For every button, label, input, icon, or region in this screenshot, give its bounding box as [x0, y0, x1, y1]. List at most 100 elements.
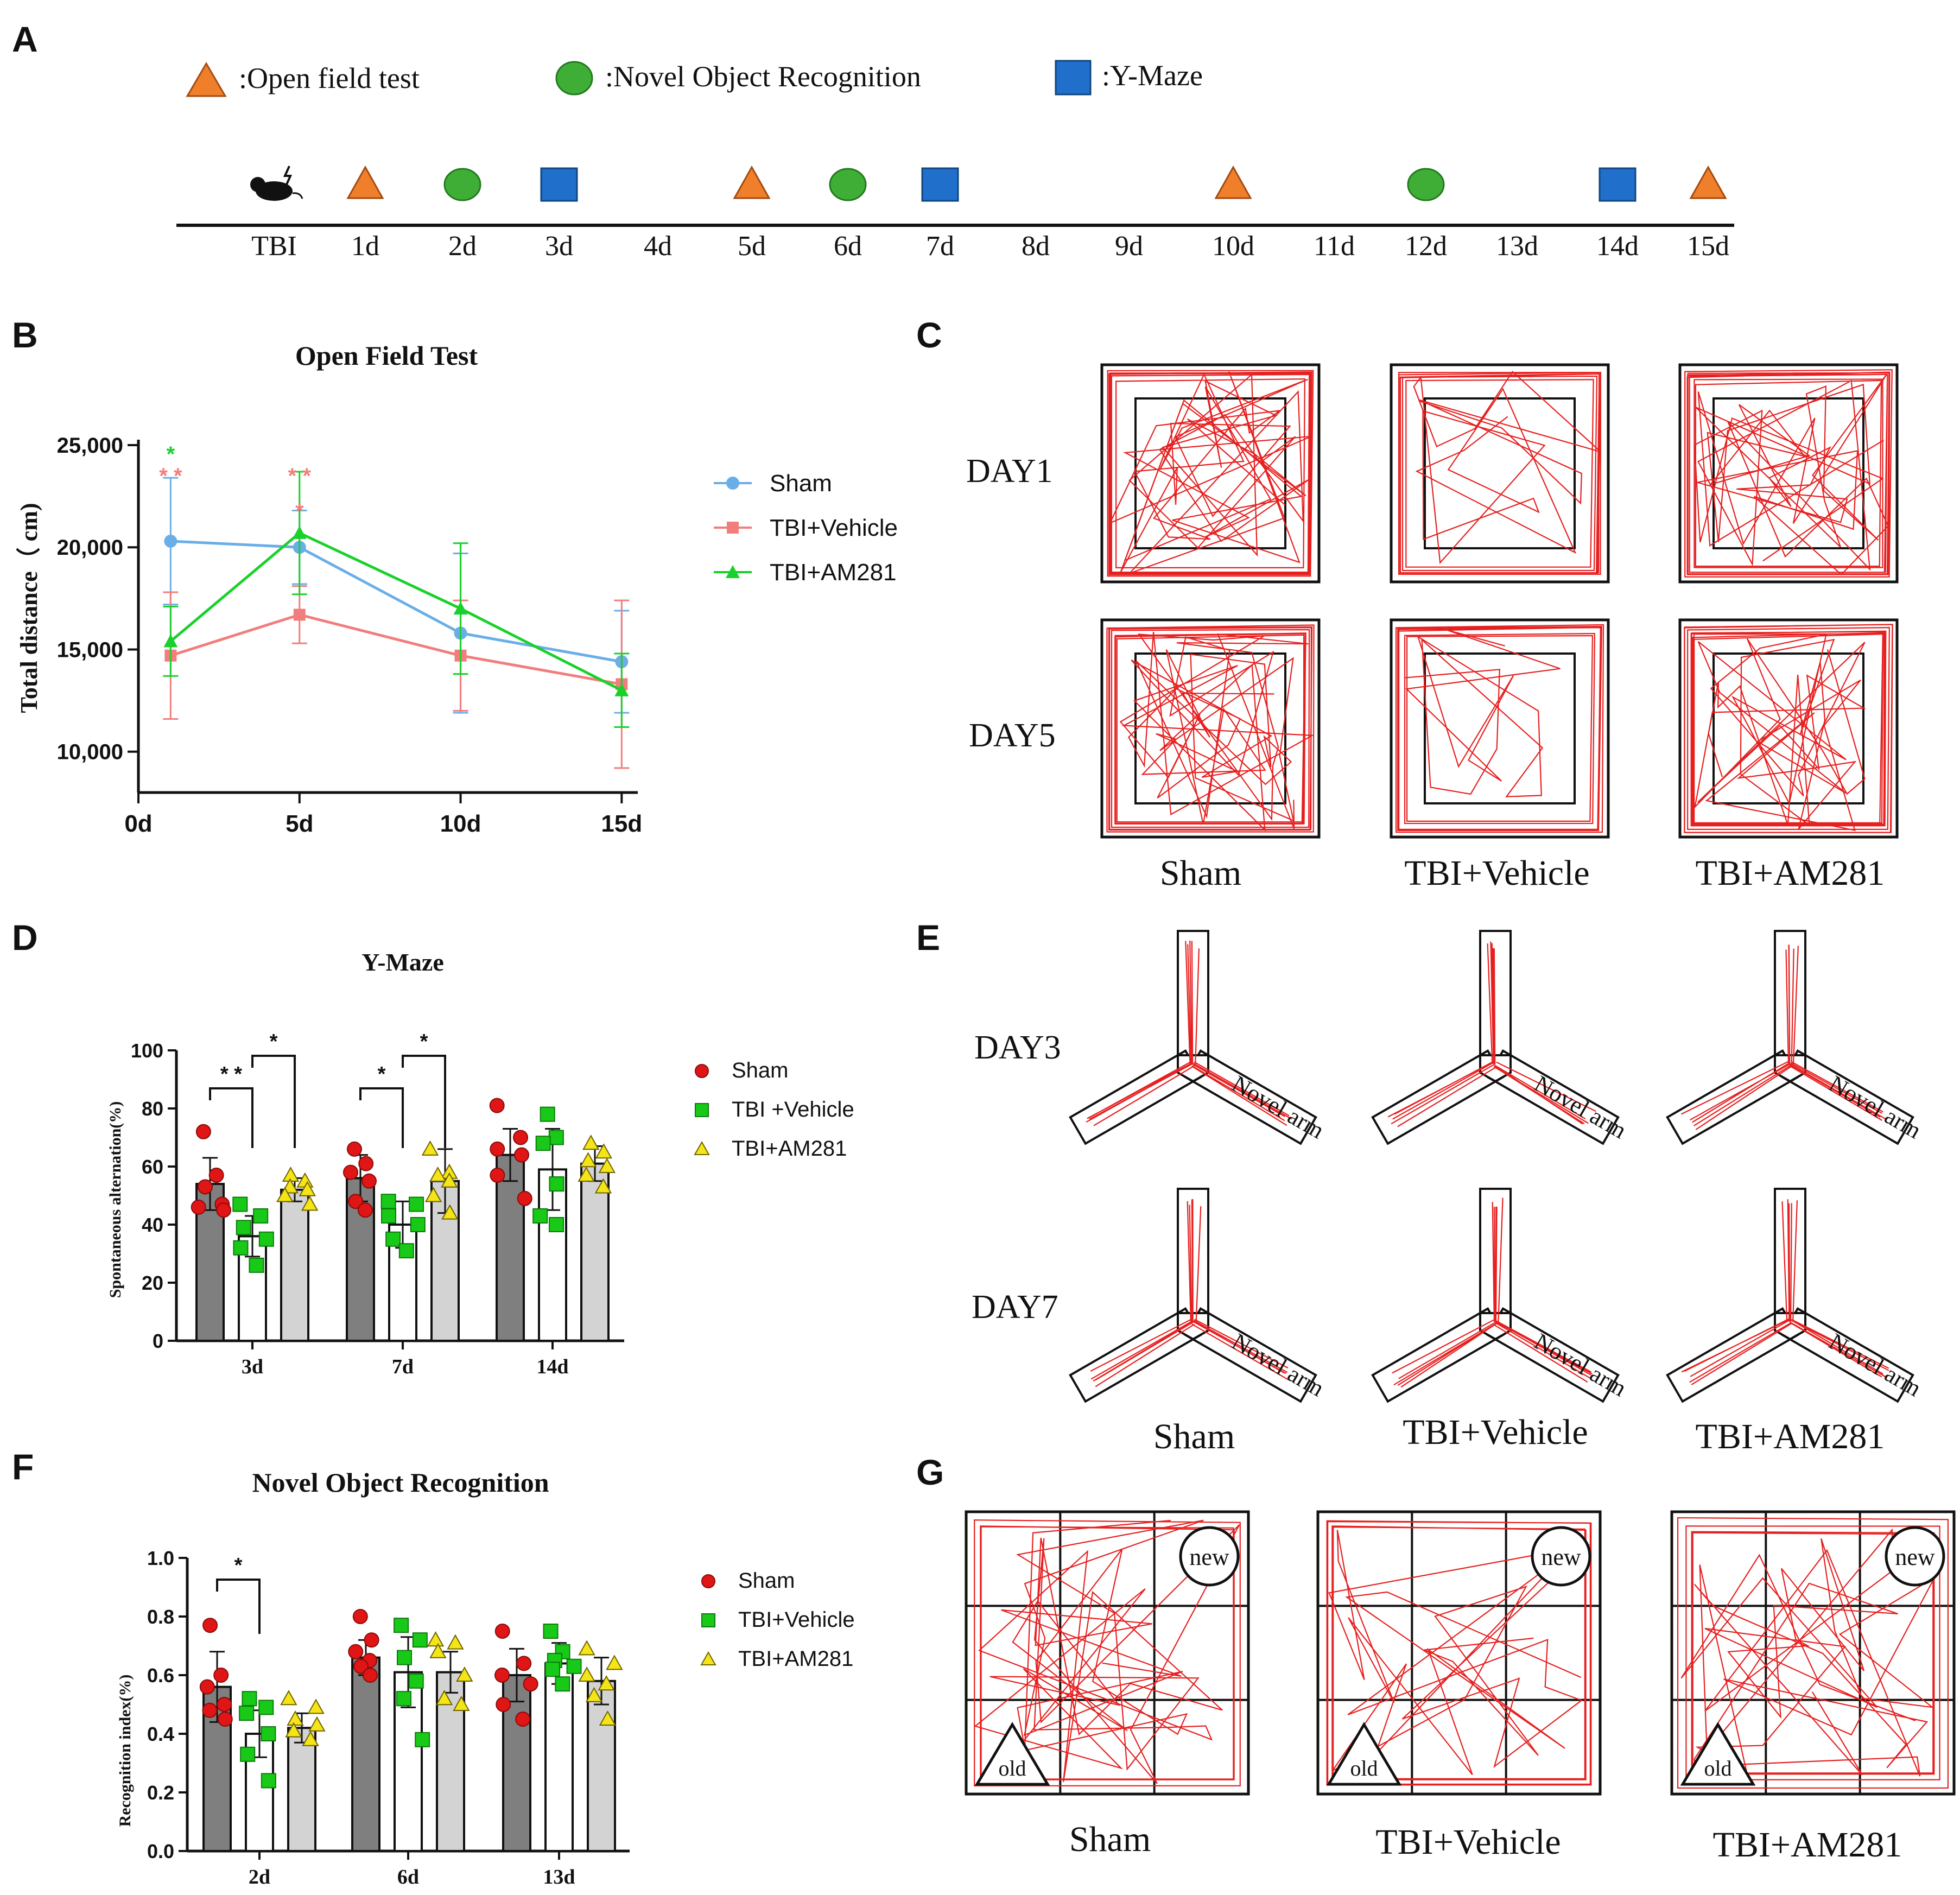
significance-label: * *: [220, 1063, 242, 1086]
data-point: [397, 1650, 413, 1665]
old-object-label: old: [1350, 1756, 1378, 1780]
panel-c: DAY1 DAY5 Sham TBI+Vehicle TBI+AM281: [966, 363, 1899, 893]
x-tick-label: 3d: [242, 1355, 263, 1378]
bar: [287, 1727, 316, 1852]
data-point: [242, 1691, 257, 1707]
significance-label: *: [420, 1030, 428, 1053]
chart-b-significance-mark: *: [295, 499, 304, 523]
timeline-tick-label: 5d: [738, 231, 766, 262]
nor-movement-track: [1677, 1517, 1949, 1789]
chart-b-point: [614, 683, 629, 696]
panel-e-group-sham: Sham: [1153, 1417, 1235, 1456]
timeline-square-icon: [540, 167, 578, 202]
data-point: [385, 1231, 401, 1247]
panel-g-group-am281: TBI+AM281: [1713, 1825, 1902, 1865]
legend-label: TBI +Vehicle: [732, 1098, 854, 1121]
significance-bracket: [359, 1087, 404, 1148]
data-point: [348, 1644, 364, 1659]
y-tick-label: 0.2: [147, 1782, 174, 1804]
x-tick-label: 7d: [392, 1355, 414, 1378]
data-point: [489, 1098, 505, 1113]
data-point: [191, 1199, 206, 1215]
legend-nor-label: :Novel Object Recognition: [605, 60, 921, 93]
timeline-tick-label: 12d: [1405, 231, 1447, 262]
panel-label-a: A: [12, 19, 38, 59]
data-point: [566, 1658, 582, 1674]
timeline-circle-icon: [443, 168, 481, 201]
y-maze-track: [1086, 940, 1292, 1126]
legend-b-marker: [726, 565, 740, 578]
timeline-tick-label: 9d: [1115, 231, 1143, 262]
data-point: [532, 1208, 548, 1224]
open-field-arena: [1678, 363, 1899, 584]
chart-f-ylabel: Recognition index(%): [116, 1675, 134, 1827]
panel-e-row-day3: DAY3: [974, 1029, 1061, 1066]
bar: [351, 1656, 380, 1853]
data-point: [239, 1706, 255, 1721]
data-point: [361, 1173, 377, 1189]
data-point: [594, 1178, 612, 1194]
arena-center-zone: [1424, 652, 1576, 804]
data-point: [548, 1130, 564, 1145]
data-point: [202, 1618, 218, 1633]
y-tick-label: 80: [142, 1098, 163, 1120]
data-point: [578, 1666, 595, 1682]
y-maze-track: [1680, 945, 1887, 1130]
timeline-tick-label: 6d: [834, 231, 862, 262]
data-point: [380, 1194, 396, 1209]
chart-b-point: [453, 601, 468, 615]
movement-track: [1684, 624, 1893, 833]
data-point: [424, 1187, 442, 1202]
data-point: [258, 1700, 274, 1715]
chart-b-series-line: [169, 531, 623, 692]
timeline-tick-label: 10d: [1212, 231, 1254, 262]
panel-c-row-day5: DAY5: [969, 717, 1056, 754]
chart-b-x-tick-label: 15d: [601, 810, 642, 837]
data-point: [540, 1106, 555, 1122]
legend-label: TBI+Vehicle: [738, 1608, 855, 1632]
data-point: [301, 1195, 319, 1211]
data-point: [535, 1136, 551, 1151]
chart-b-series-line: [170, 613, 622, 686]
data-point: [380, 1208, 396, 1224]
chart-d-title: Y-Maze: [361, 948, 444, 976]
timeline-tick-label: 4d: [644, 231, 672, 262]
data-point: [447, 1634, 464, 1650]
timeline-tick-label: 8d: [1022, 231, 1050, 262]
data-point: [299, 1181, 316, 1196]
data-point: [429, 1643, 447, 1658]
data-point: [352, 1609, 368, 1624]
bar: [587, 1679, 616, 1853]
panel-label-g: G: [916, 1452, 944, 1492]
data-point: [490, 1141, 505, 1157]
data-point: [496, 1697, 511, 1712]
data-point: [287, 1710, 304, 1726]
timeline-tick-label: 1d: [351, 231, 379, 262]
legend-marker: [701, 1613, 715, 1627]
legend-b-label: TBI+Vehicle: [770, 515, 898, 541]
chart-b-point: [293, 609, 306, 621]
old-object-label: old: [1704, 1756, 1731, 1780]
mouse-head: [250, 177, 265, 192]
data-point: [456, 1666, 473, 1682]
data-point: [408, 1673, 424, 1689]
legend-triangle-icon: [186, 62, 227, 97]
data-point: [453, 1695, 470, 1711]
chart-b-y-tick-label: 20,000: [57, 536, 123, 560]
data-point: [232, 1196, 248, 1212]
data-point: [421, 1140, 439, 1156]
significance-bracket: [402, 1055, 446, 1148]
data-point: [412, 1632, 428, 1648]
y-maze-track: [1387, 941, 1596, 1127]
panel-d: Y-Maze Spontaneous alternation(%) 0 20 40 6…: [106, 948, 854, 1378]
data-point: [348, 1194, 364, 1209]
data-point: [578, 1167, 595, 1182]
timeline-triangle-icon: [733, 165, 771, 199]
y-tick-label: 0: [153, 1330, 163, 1352]
panel-e-group-vehicle: TBI+Vehicle: [1403, 1412, 1588, 1452]
nor-movement-track: [974, 1519, 1241, 1786]
legend-b-label: TBI+AM281: [770, 559, 897, 586]
chart-b-significance-mark: *: [167, 442, 175, 466]
panel-f: Novel Object Recognition Recognition ind…: [116, 1467, 855, 1888]
data-point: [410, 1217, 426, 1232]
